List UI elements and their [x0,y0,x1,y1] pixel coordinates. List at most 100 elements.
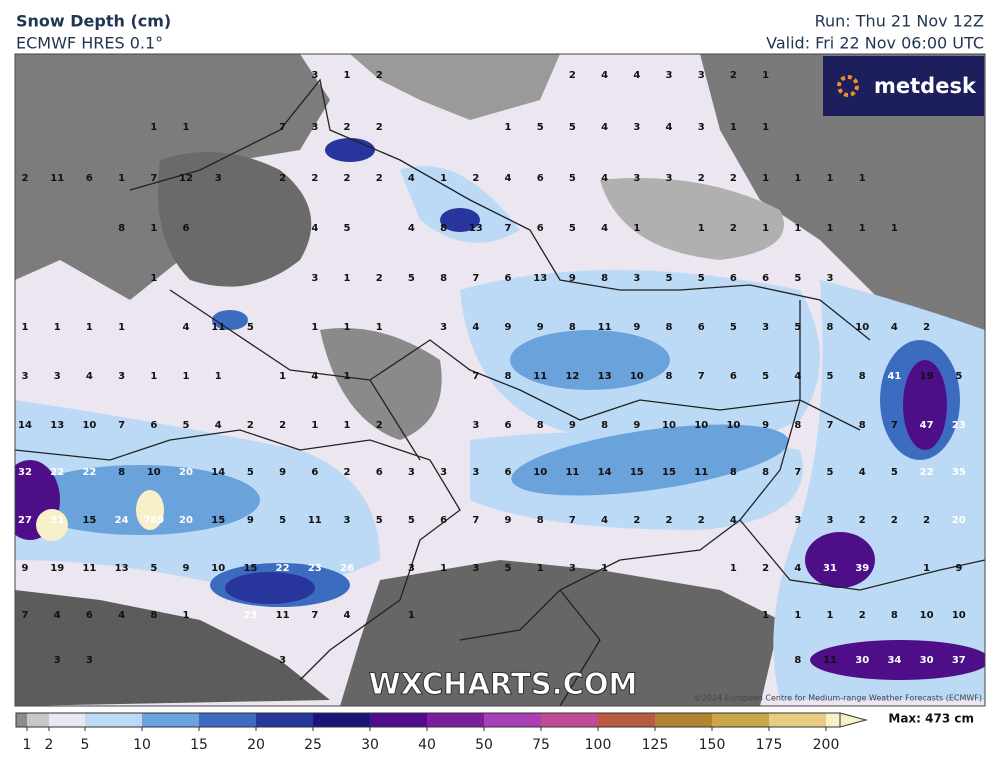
snow-depth-label: 11 [82,563,96,574]
snow-depth-label: 1 [376,322,383,333]
logo-box: metdesk [823,56,984,116]
snow-depth-label: 3 [827,273,834,284]
snow-depth-label: 5 [279,515,286,526]
snow-depth-label: 2 [923,322,930,333]
snow-depth-label: 11 [598,322,612,333]
snow-depth-label: 1 [440,563,447,574]
snow-depth-label: 9 [22,563,29,574]
snow-depth-label: 6 [505,420,512,431]
snow-depth-label: 4 [601,223,608,234]
snow-depth-label: 5 [730,322,737,333]
snow-depth-label: 3 [666,70,673,81]
snow-depth-label: 12 [179,173,193,184]
snow-depth-label: 7 [891,420,898,431]
snow-depth-label: 5 [762,371,769,382]
legend-swatch [427,713,484,727]
snow-depth-label: 2 [472,173,479,184]
snow-depth-label: 5 [827,371,834,382]
snow-depth-label: 1 [762,70,769,81]
snow-depth-label: 8 [569,322,576,333]
snow-depth-label: 6 [730,371,737,382]
legend-swatch [826,713,840,727]
snow-depth-label: 3 [118,371,125,382]
snow-depth-label: 1 [440,173,447,184]
snow-depth-label: 4 [408,173,415,184]
snow-depth-label: 2 [376,122,383,133]
snow-depth-label: 1 [150,273,157,284]
snow-depth-label: 2 [376,173,383,184]
snow-depth-label: 9 [247,515,254,526]
legend-swatch [370,713,427,727]
snow-depth-label: 5 [827,467,834,478]
snow-depth-label: 1 [762,610,769,621]
snow-depth-label: 4 [730,515,737,526]
snow-depth-label: 7 [150,173,157,184]
snow-depth-label: 8 [505,371,512,382]
snow-depth-label: 1 [344,371,351,382]
legend-label: 75 [532,737,550,753]
snow-depth-label: 1 [730,122,737,133]
snow-depth-label: 13 [115,563,129,574]
snow-depth-label: 11 [211,322,225,333]
snow-depth-label: 47 [920,420,934,431]
snow-depth-label: 5 [569,173,576,184]
snow-depth-label: 37 [952,655,966,666]
snow-depth-label: 3 [54,655,61,666]
snow-depth-label: 9 [633,322,640,333]
legend-label: 20 [247,737,265,753]
snow-depth-label: 8 [440,273,447,284]
snow-depth-label: 1 [827,173,834,184]
snow-depth-label: 10 [630,371,644,382]
snow-depth-label: 24 [115,515,129,526]
snow-depth-label: 9 [569,420,576,431]
snow-depth-label: 3 [472,420,479,431]
legend-swatch [484,713,541,727]
snow-depth-label: 1 [923,563,930,574]
legend-swatch [541,713,598,727]
snow-depth-label: 5 [794,322,801,333]
snow-depth-label: 1 [183,371,190,382]
snow-depth-label: 1 [344,70,351,81]
snow-depth-label: 5 [666,273,673,284]
legend-swatch [85,713,142,727]
snow-depth-label: 8 [891,610,898,621]
title: Snow Depth (cm) [16,12,171,31]
snow-depth-label: 8 [859,420,866,431]
snow-depth-label: 2 [762,563,769,574]
legend-label: 5 [81,737,90,753]
snow-depth-label: 39 [855,563,869,574]
snow-depth-label: 1 [408,610,415,621]
snow-depth-label: 3 [279,655,286,666]
snow-depth-label: 11 [565,467,579,478]
snow-depth-label: 41 [887,371,901,382]
snow-depth-label: 1 [633,223,640,234]
snow-depth-label: 2 [279,173,286,184]
snow-depth-label: 6 [505,273,512,284]
snow-depth-label: 8 [150,610,157,621]
snow-depth-label: 1 [311,322,318,333]
snow-depth-label: 13 [598,371,612,382]
snow-depth-label: 4 [505,173,512,184]
run: Run: Thu 21 Nov 12Z [815,12,984,31]
snow-depth-label: 1 [762,173,769,184]
snow-depth-label: 4 [891,322,898,333]
snow-depth-label: 23 [308,563,322,574]
snow-depth-label: 5 [376,515,383,526]
snow-depth-label: 1 [54,322,61,333]
snow-depth-label: 1 [150,223,157,234]
legend-swatch [655,713,712,727]
legend-swatch [256,713,313,727]
snow-depth-label: 1 [794,610,801,621]
snow-depth-label: 3 [22,371,29,382]
snow-depth-label: 1 [86,322,93,333]
valid: Valid: Fri 22 Nov 06:00 UTC [766,34,984,53]
snow-depth-label: 1 [601,563,608,574]
snow-depth-label: 9 [955,563,962,574]
snow-depth-label: 2 [730,223,737,234]
snow-depth-label: 5 [569,223,576,234]
legend-label: 15 [190,737,208,753]
legend-arrow [839,712,868,728]
snow-depth-label: 10 [82,420,96,431]
snow-depth-label: 5 [537,122,544,133]
